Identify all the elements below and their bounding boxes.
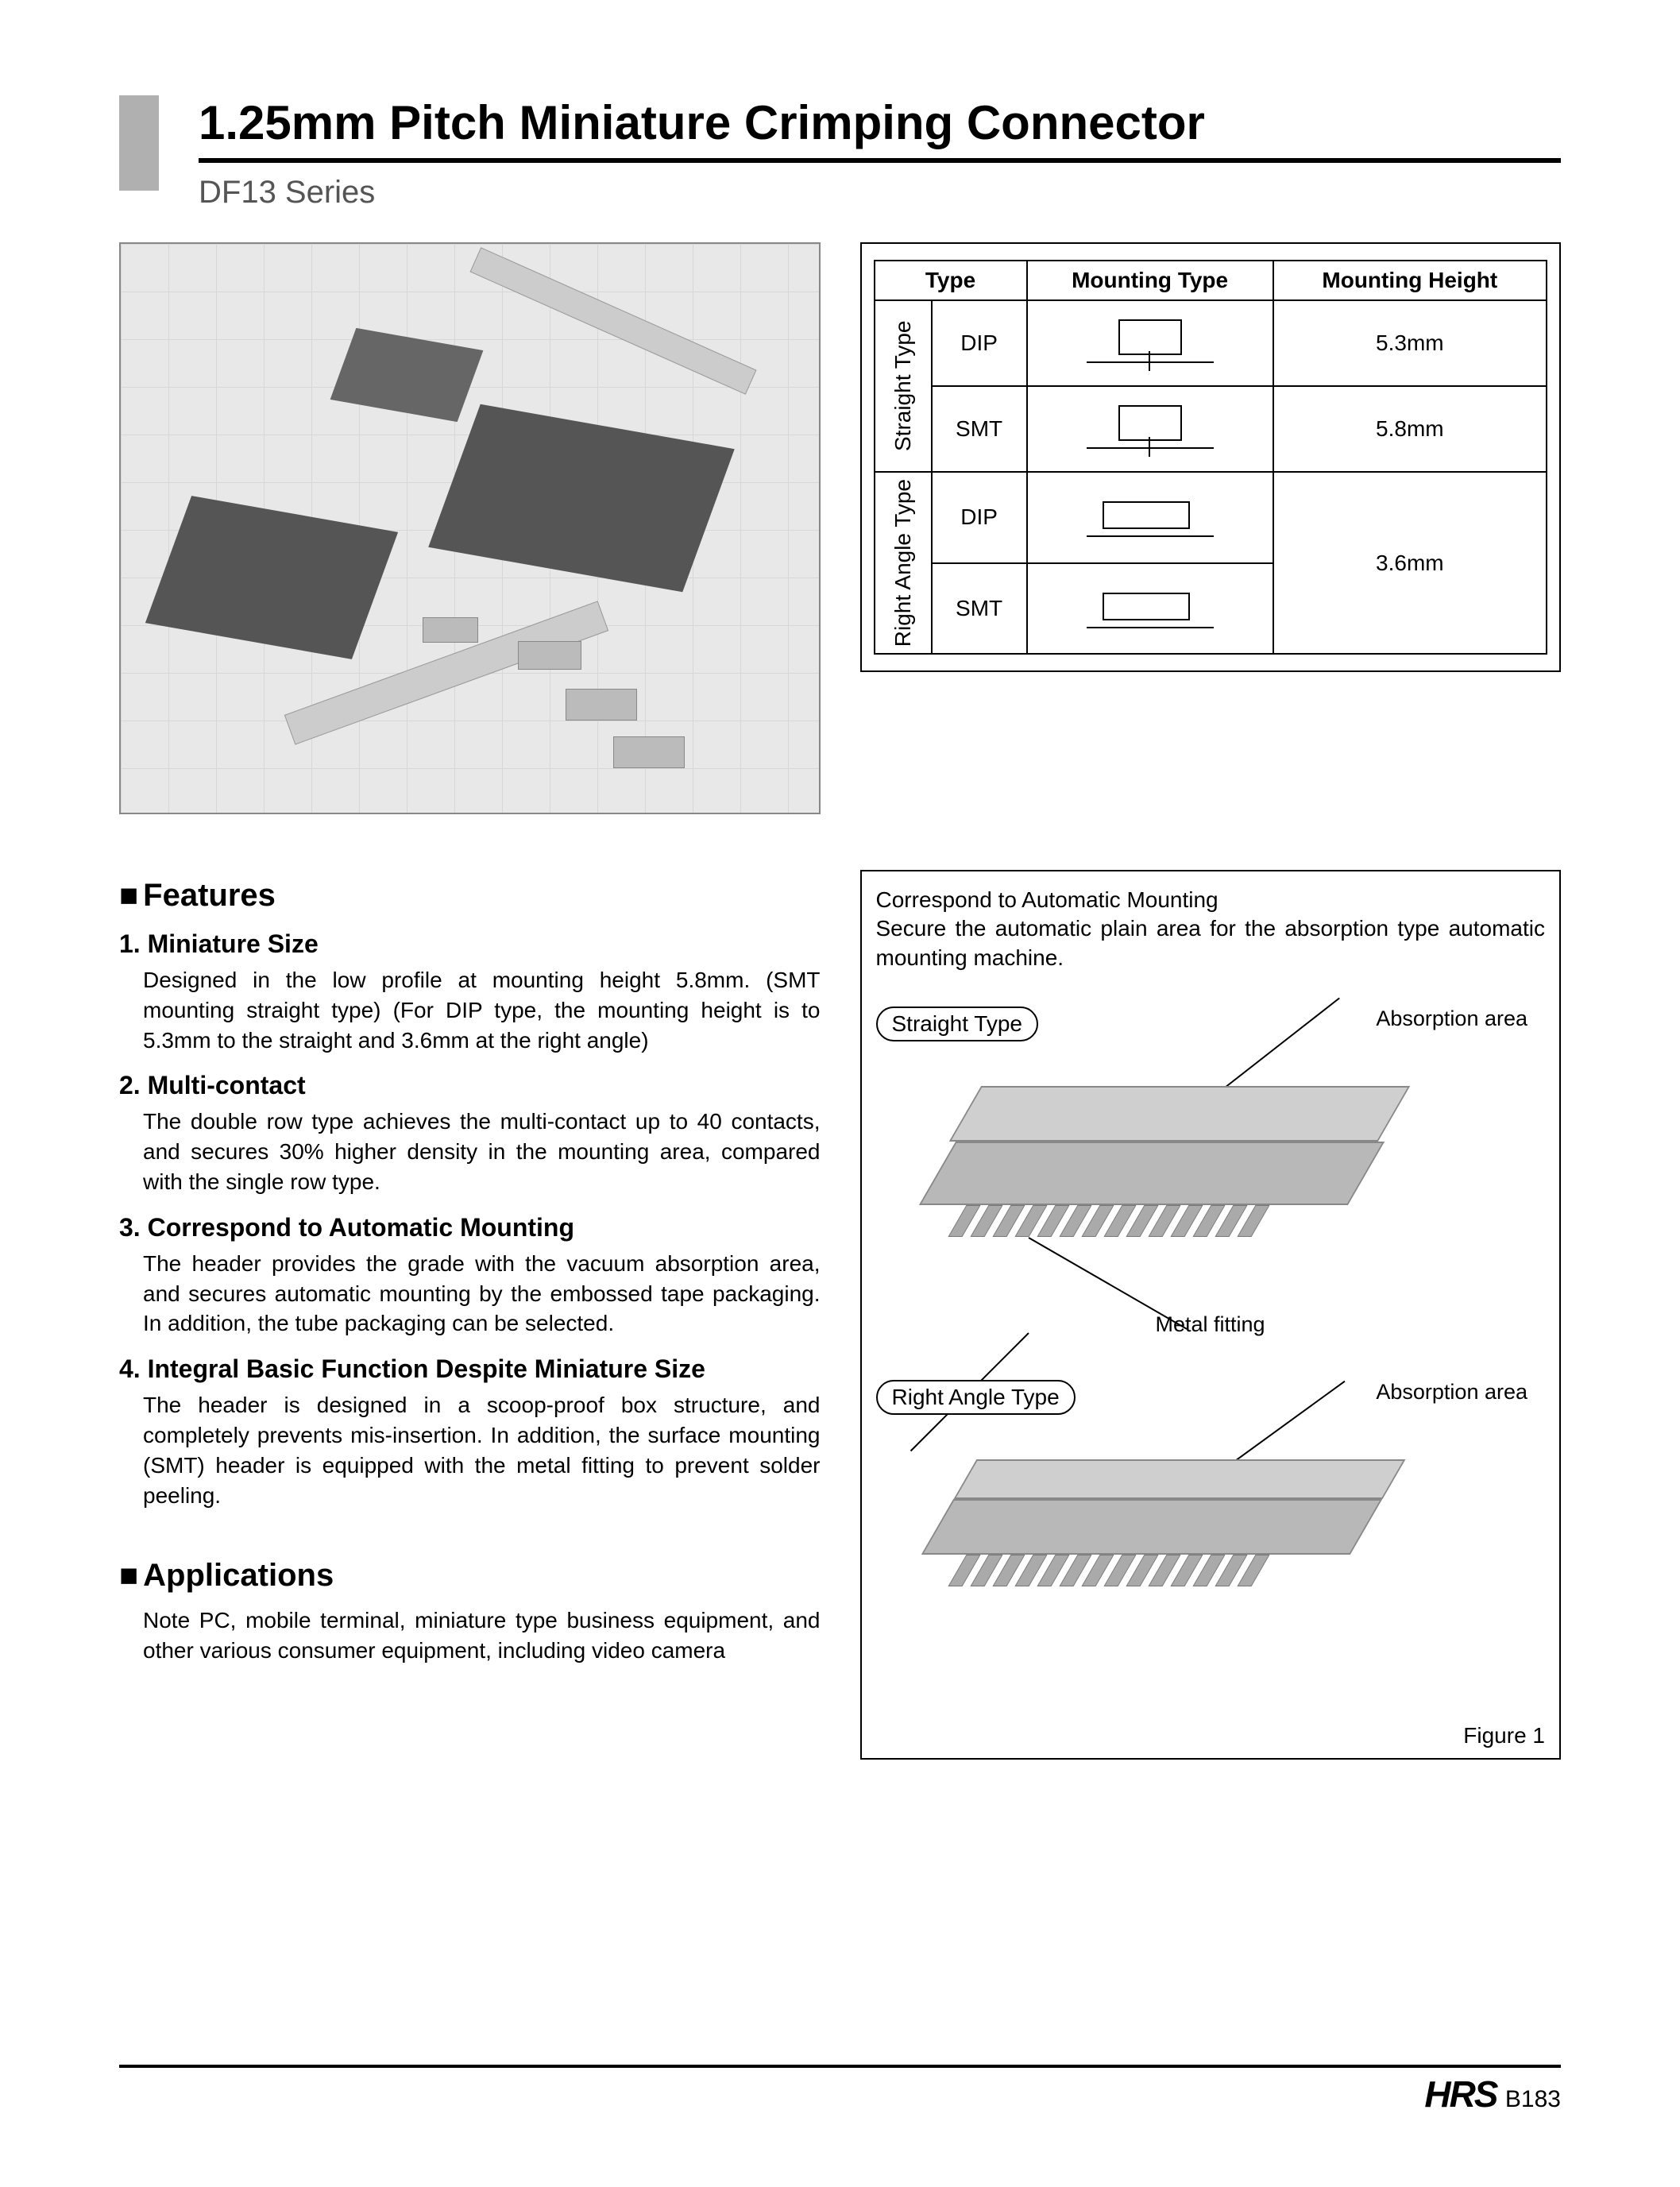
cell-height-merged: 3.6mm xyxy=(1273,472,1547,654)
feature-item: 4. Integral Basic Function Despite Minia… xyxy=(119,1354,821,1510)
page-footer: HRS B183 xyxy=(119,2065,1561,2116)
feature-body: Designed in the low profile at mounting … xyxy=(143,965,821,1055)
series-subtitle: DF13 Series xyxy=(199,175,1561,211)
mounting-diagram: Correspond to Automatic Mounting Secure … xyxy=(860,870,1562,1760)
brand-logo: HRS xyxy=(1424,2073,1497,2116)
applications-body: Note PC, mobile terminal, miniature type… xyxy=(143,1605,821,1666)
feature-body: The double row type achieves the multi-c… xyxy=(143,1107,821,1196)
cell-type: DIP xyxy=(932,472,1027,563)
anno-absorption-2: Absorption area xyxy=(1376,1380,1527,1405)
anno-absorption-1: Absorption area xyxy=(1376,1007,1527,1031)
features-heading: Features xyxy=(119,878,821,914)
page-header: 1.25mm Pitch Miniature Crimping Connecto… xyxy=(119,95,1561,211)
applications-heading: Applications xyxy=(119,1558,821,1594)
cell-type: DIP xyxy=(932,300,1027,386)
page-number: B183 xyxy=(1505,2086,1561,2113)
feature-title: Miniature Size xyxy=(148,929,319,958)
header-accent-bar xyxy=(119,95,159,191)
cell-type: SMT xyxy=(932,563,1027,655)
cell-mounting-img xyxy=(1027,472,1273,563)
feature-item: 3. Correspond to Automatic Mounting The … xyxy=(119,1213,821,1339)
connector-straight-iso xyxy=(925,1086,1434,1253)
group-label-straight: Straight Type xyxy=(875,300,932,472)
feature-item: 1. Miniature Size Designed in the low pr… xyxy=(119,929,821,1055)
type-table: Type Mounting Type Mounting Height Strai… xyxy=(874,260,1548,655)
feature-num: 4. xyxy=(119,1354,141,1383)
pill-right-angle-type: Right Angle Type xyxy=(876,1380,1076,1415)
table-row: SMT 5.8mm xyxy=(875,386,1547,472)
table-header-row: Type Mounting Type Mounting Height xyxy=(875,261,1547,300)
cell-mounting-img xyxy=(1027,386,1273,472)
cell-type: SMT xyxy=(932,386,1027,472)
col-mounting-height: Mounting Height xyxy=(1273,261,1547,300)
col-mounting-type: Mounting Type xyxy=(1027,261,1273,300)
table-row: Straight Type DIP 5.3mm xyxy=(875,300,1547,386)
feature-num: 2. xyxy=(119,1071,141,1099)
feature-body: The header is designed in a scoop-proof … xyxy=(143,1390,821,1510)
page-title: 1.25mm Pitch Miniature Crimping Connecto… xyxy=(199,95,1561,163)
cell-mounting-img xyxy=(1027,300,1273,386)
connector-right-angle-iso xyxy=(925,1459,1434,1626)
bottom-row: Features 1. Miniature Size Designed in t… xyxy=(119,846,1561,1760)
type-table-container: Type Mounting Type Mounting Height Strai… xyxy=(860,242,1562,672)
feature-title: Correspond to Automatic Mounting xyxy=(148,1213,574,1242)
feature-body: The header provides the grade with the v… xyxy=(143,1249,821,1339)
feature-item: 2. Multi-contact The double row type ach… xyxy=(119,1071,821,1196)
anno-metal-fitting: Metal fitting xyxy=(1156,1312,1265,1337)
diagram-intro-title: Correspond to Automatic Mounting xyxy=(876,887,1218,912)
figure-label: Figure 1 xyxy=(1463,1723,1545,1748)
cell-height: 5.3mm xyxy=(1273,300,1547,386)
feature-title: Integral Basic Function Despite Miniatur… xyxy=(148,1354,705,1383)
feature-num: 1. xyxy=(119,929,141,958)
diagram-intro-body: Secure the automatic plain area for the … xyxy=(876,916,1546,969)
cell-mounting-img xyxy=(1027,563,1273,655)
cell-height: 5.8mm xyxy=(1273,386,1547,472)
top-row: Type Mounting Type Mounting Height Strai… xyxy=(119,242,1561,814)
pill-straight-type: Straight Type xyxy=(876,1007,1038,1041)
feature-title: Multi-contact xyxy=(148,1071,306,1099)
product-photo xyxy=(119,242,821,814)
group-label-right-angle: Right Angle Type xyxy=(875,472,932,654)
feature-num: 3. xyxy=(119,1213,141,1242)
col-type: Type xyxy=(875,261,1027,300)
table-row: Right Angle Type DIP 3.6mm xyxy=(875,472,1547,563)
